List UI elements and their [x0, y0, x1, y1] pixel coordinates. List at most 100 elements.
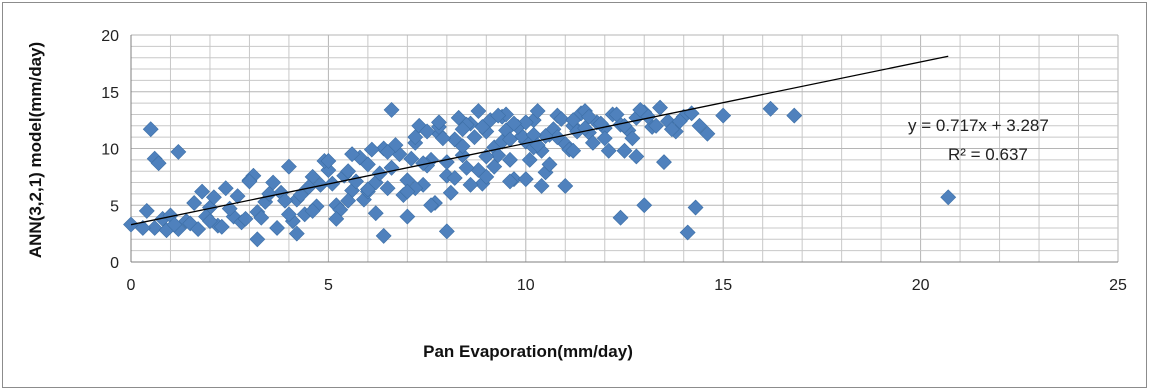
data-point — [170, 143, 187, 160]
x-tick-label: 0 — [127, 277, 136, 294]
data-point — [320, 153, 337, 169]
data-point — [269, 220, 286, 236]
data-point — [517, 114, 534, 131]
data-point — [253, 209, 270, 226]
data-point — [577, 120, 593, 136]
data-point — [462, 176, 479, 193]
data-point — [312, 176, 329, 193]
data-point — [529, 103, 546, 119]
data-point — [202, 213, 218, 230]
data-point — [446, 170, 463, 186]
data-point — [612, 209, 629, 226]
data-point — [636, 197, 653, 214]
data-point — [474, 119, 491, 135]
data-point — [715, 107, 732, 124]
data-point — [403, 150, 420, 167]
data-point — [553, 111, 570, 127]
data-point — [557, 178, 574, 194]
data-point — [150, 155, 167, 172]
data-point — [699, 125, 716, 142]
data-point — [596, 130, 613, 147]
data-point — [292, 187, 309, 203]
data-point — [521, 151, 538, 168]
data-point — [138, 203, 155, 219]
data-point — [399, 208, 416, 225]
data-point — [624, 130, 641, 147]
data-point — [517, 171, 534, 188]
data-point — [304, 203, 321, 219]
data-point — [565, 112, 582, 129]
data-point — [241, 173, 258, 190]
data-point — [186, 195, 203, 211]
scatter-chart: 0 5 10 15 20 25 0 5 10 15 20 y = 0.717x + 3.287 R²… — [26, 28, 1127, 361]
data-point — [671, 113, 688, 130]
data-point — [454, 147, 471, 164]
data-point — [648, 117, 665, 134]
data-point — [652, 99, 668, 116]
x-axis-title: Pan Evaporation(mm/day) — [423, 342, 633, 361]
data-point — [470, 103, 487, 119]
y-tick-label: 20 — [101, 28, 119, 45]
data-point — [628, 148, 645, 165]
data-point — [663, 121, 680, 138]
data-point — [300, 179, 317, 196]
data-point — [142, 121, 159, 138]
data-point — [340, 192, 357, 209]
y-tick-label: 15 — [101, 85, 119, 102]
data-point — [419, 123, 436, 140]
data-point — [213, 218, 230, 235]
data-point — [423, 197, 439, 214]
trendline-equation: y = 0.717x + 3.287 — [908, 116, 1049, 135]
chart-frame: 0 5 10 15 20 25 0 5 10 15 20 y = 0.717x + 3.287 R²… — [2, 2, 1147, 388]
data-point — [280, 158, 297, 175]
tick-labels: 0 5 10 15 20 25 0 5 10 15 20 — [101, 28, 1127, 294]
data-point — [454, 121, 471, 138]
data-point — [584, 134, 601, 151]
data-point — [438, 154, 455, 171]
data-point — [359, 181, 376, 198]
data-point — [367, 205, 384, 222]
data-point — [608, 106, 625, 123]
data-point — [146, 220, 163, 236]
data-point — [490, 107, 507, 124]
x-tick-label: 25 — [1109, 277, 1127, 294]
x-tick-label: 15 — [714, 277, 732, 294]
data-point — [541, 156, 558, 173]
data-point — [344, 146, 361, 163]
data-point — [679, 224, 696, 241]
data-points — [123, 99, 957, 248]
data-point — [762, 100, 779, 117]
y-tick-label: 0 — [110, 255, 119, 272]
data-point — [205, 189, 222, 206]
data-point — [379, 143, 396, 160]
data-point — [656, 154, 672, 171]
trendline — [130, 55, 949, 226]
data-point — [249, 231, 266, 248]
data-point — [486, 158, 503, 175]
data-point — [616, 142, 633, 159]
data-point — [237, 210, 254, 227]
data-point — [786, 107, 803, 124]
data-point — [194, 183, 210, 200]
data-point — [134, 220, 151, 236]
data-point — [288, 225, 305, 242]
data-point — [407, 129, 424, 146]
data-point — [379, 180, 396, 197]
y-axis-title: ANN(3,2,1) model(mm/day) — [26, 42, 45, 258]
x-tick-label: 10 — [517, 277, 535, 294]
data-point — [940, 189, 957, 206]
data-point — [691, 117, 708, 134]
data-point — [565, 142, 582, 159]
y-tick-label: 5 — [110, 198, 119, 215]
data-point — [502, 151, 518, 168]
x-tick-label: 20 — [912, 277, 930, 294]
data-point — [533, 178, 550, 194]
data-point — [431, 114, 447, 131]
data-point — [217, 180, 234, 197]
data-point — [454, 138, 471, 155]
data-point — [383, 101, 400, 118]
x-tick-label: 5 — [324, 277, 333, 294]
data-point — [359, 156, 376, 173]
data-point — [640, 108, 657, 125]
data-point — [600, 142, 617, 159]
